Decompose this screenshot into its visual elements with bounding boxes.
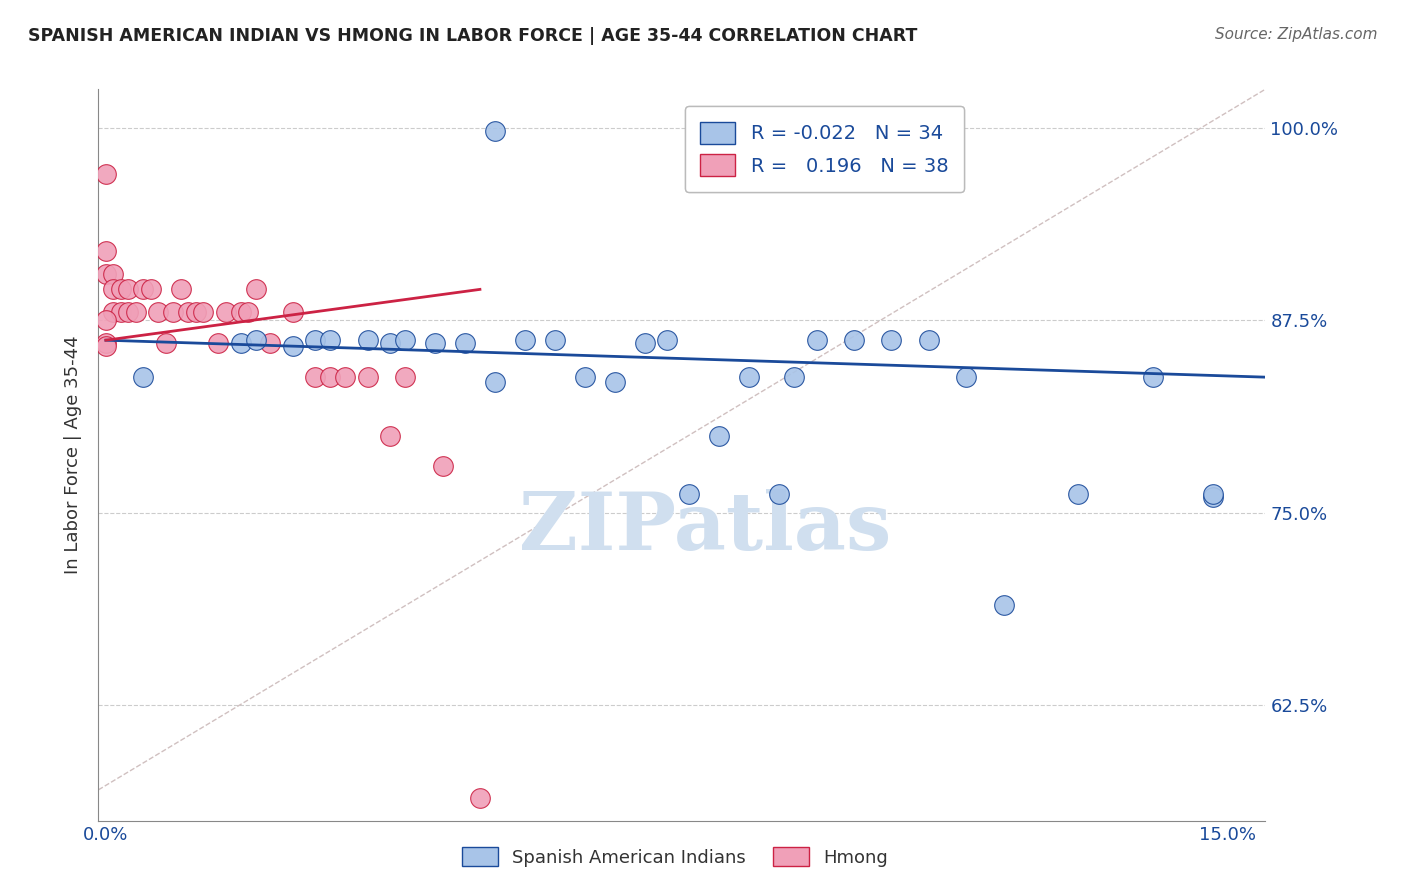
Point (357, 333, 380, 347)
Point (319, 333, 342, 347)
Text: SPANISH AMERICAN INDIAN VS HMONG IN LABOR FORCE | AGE 35-44 CORRELATION CHART: SPANISH AMERICAN INDIAN VS HMONG IN LABO… (28, 27, 918, 45)
Point (319, 370, 342, 384)
Point (117, 305, 139, 319)
Point (94, 267, 117, 281)
Point (709, 428, 731, 442)
Point (184, 305, 207, 319)
Point (394, 333, 416, 347)
Point (259, 336, 281, 351)
Point (432, 459, 454, 474)
Point (94, 339, 117, 353)
Point (1067, 487, 1090, 501)
Point (125, 305, 148, 319)
Point (139, 282, 162, 296)
Point (207, 336, 229, 351)
Point (170, 282, 193, 296)
Point (281, 339, 304, 353)
Point (738, 370, 761, 384)
Point (229, 305, 252, 319)
Point (214, 305, 236, 319)
Point (633, 336, 655, 351)
Point (955, 370, 977, 384)
Point (484, 375, 506, 389)
Point (281, 305, 304, 319)
Point (132, 282, 155, 296)
Point (378, 336, 402, 351)
Point (603, 375, 626, 389)
Point (468, 790, 491, 805)
Point (103, 267, 125, 281)
Point (655, 333, 678, 347)
Point (918, 333, 941, 347)
Point (1142, 370, 1164, 384)
Point (94, 336, 117, 351)
Y-axis label: In Labor Force | Age 35-44: In Labor Force | Age 35-44 (65, 335, 83, 574)
Point (94, 244, 117, 258)
Point (103, 305, 125, 319)
Text: ZIPatlas: ZIPatlas (519, 489, 891, 567)
Point (236, 305, 259, 319)
Point (678, 487, 700, 501)
Point (574, 370, 596, 384)
Point (378, 428, 402, 442)
Point (229, 336, 252, 351)
Point (245, 333, 267, 347)
Point (783, 370, 806, 384)
Point (335, 370, 357, 384)
Text: Source: ZipAtlas.com: Source: ZipAtlas.com (1215, 27, 1378, 42)
Point (304, 333, 326, 347)
Point (94, 313, 117, 327)
Point (304, 370, 326, 384)
Point (148, 305, 170, 319)
Point (544, 333, 567, 347)
Point (357, 370, 380, 384)
Point (110, 282, 132, 296)
Legend: Spanish American Indians, Hmong: Spanish American Indians, Hmong (454, 840, 896, 874)
Point (1202, 490, 1225, 504)
Point (454, 336, 477, 351)
Point (117, 282, 139, 296)
Point (177, 305, 200, 319)
Legend: R = -0.022   N = 34, R =   0.196   N = 38: R = -0.022 N = 34, R = 0.196 N = 38 (685, 106, 965, 192)
Point (132, 370, 155, 384)
Point (513, 333, 536, 347)
Point (880, 333, 903, 347)
Point (423, 336, 446, 351)
Point (993, 598, 1015, 612)
Point (806, 333, 828, 347)
Point (484, 124, 506, 138)
Point (394, 370, 416, 384)
Point (768, 487, 790, 501)
Point (245, 282, 267, 296)
Point (191, 305, 214, 319)
Point (1202, 487, 1225, 501)
Point (842, 333, 865, 347)
Point (162, 305, 184, 319)
Point (94, 167, 117, 181)
Point (103, 282, 125, 296)
Point (110, 305, 132, 319)
Point (155, 336, 177, 351)
